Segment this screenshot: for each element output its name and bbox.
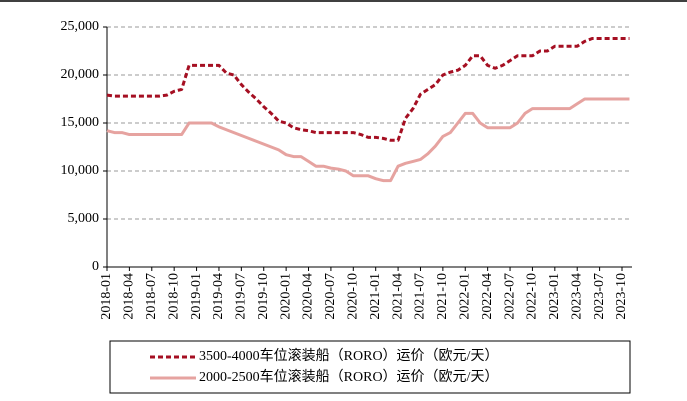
- y-tick-label: 0: [92, 259, 99, 274]
- y-tick-label: 20,000: [61, 67, 100, 82]
- x-tick-label: 2023-10: [614, 273, 629, 320]
- x-tick-label: 2022-07: [502, 273, 517, 320]
- x-tick-label: 2023-01: [547, 273, 562, 320]
- y-tick-label: 10,000: [61, 163, 100, 178]
- legend-label: 2000-2500车位滚装船（RORO）运价（欧元/天）: [199, 368, 498, 385]
- x-tick-label: 2021-10: [435, 273, 450, 320]
- x-tick-label: 2019-10: [256, 273, 271, 320]
- x-tick-label: 2019-01: [189, 273, 204, 320]
- data-line: [106, 37, 630, 142]
- x-tick-label: 2022-04: [480, 273, 495, 320]
- x-tick-label: 2018-10: [166, 273, 181, 320]
- x-tick-label: 2023-04: [569, 273, 584, 320]
- x-tick-label: 2018-01: [99, 273, 114, 320]
- x-tick-label: 2020-07: [323, 273, 338, 320]
- x-tick-label: 2019-04: [211, 273, 226, 320]
- x-tick-label: 2023-07: [592, 273, 607, 320]
- x-tick-label: 2021-07: [413, 273, 428, 320]
- x-tick-label: 2018-07: [144, 273, 159, 320]
- x-tick-label: 2021-01: [368, 273, 383, 320]
- x-tick-label: 2022-10: [525, 273, 540, 320]
- y-tick-label: 25,000: [61, 19, 100, 34]
- legend-label: 3500-4000车位滚装船（RORO）运价（欧元/天）: [199, 347, 498, 364]
- y-tick-label: 15,000: [61, 115, 100, 130]
- y-tick-label: 5,000: [68, 211, 100, 226]
- x-tick-label: 2020-04: [301, 273, 316, 320]
- x-tick-label: 2022-01: [457, 273, 472, 320]
- legend-box: [109, 340, 631, 394]
- x-tick-label: 2019-07: [234, 273, 249, 320]
- x-tick-label: 2020-10: [346, 273, 361, 320]
- x-tick-label: 2018-04: [122, 273, 137, 320]
- data-line: [106, 97, 630, 183]
- x-tick-label: 2021-04: [390, 273, 405, 320]
- x-tick-label: 2020-01: [278, 273, 293, 320]
